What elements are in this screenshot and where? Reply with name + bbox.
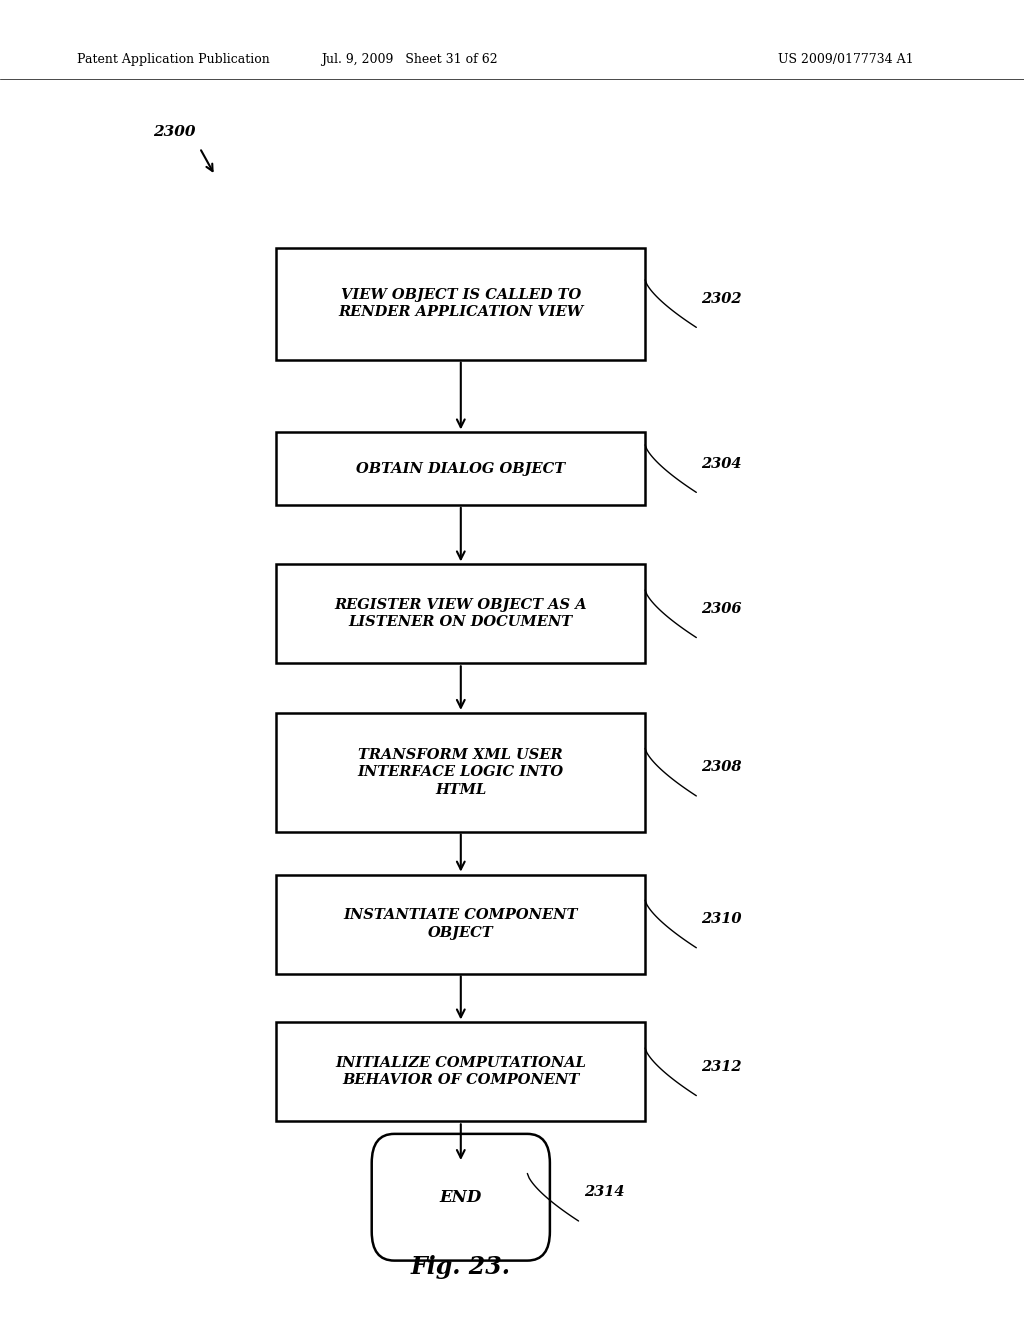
Text: 2312: 2312	[701, 1060, 742, 1074]
Text: VIEW OBJECT IS CALLED TO
RENDER APPLICATION VIEW: VIEW OBJECT IS CALLED TO RENDER APPLICAT…	[338, 288, 584, 319]
FancyBboxPatch shape	[276, 565, 645, 663]
Text: 2314: 2314	[584, 1185, 625, 1200]
FancyBboxPatch shape	[276, 874, 645, 974]
Text: REGISTER VIEW OBJECT AS A
LISTENER ON DOCUMENT: REGISTER VIEW OBJECT AS A LISTENER ON DO…	[335, 598, 587, 630]
Text: Jul. 9, 2009   Sheet 31 of 62: Jul. 9, 2009 Sheet 31 of 62	[322, 53, 498, 66]
Text: 2302: 2302	[701, 292, 742, 306]
Text: 2310: 2310	[701, 912, 742, 927]
Text: INSTANTIATE COMPONENT
OBJECT: INSTANTIATE COMPONENT OBJECT	[344, 908, 578, 940]
Text: 2304: 2304	[701, 457, 742, 471]
FancyBboxPatch shape	[276, 248, 645, 359]
Text: 2306: 2306	[701, 602, 742, 616]
FancyBboxPatch shape	[276, 713, 645, 832]
FancyBboxPatch shape	[276, 432, 645, 504]
FancyBboxPatch shape	[276, 1022, 645, 1122]
Text: END: END	[439, 1189, 482, 1205]
Text: TRANSFORM XML USER
INTERFACE LOGIC INTO
HTML: TRANSFORM XML USER INTERFACE LOGIC INTO …	[357, 748, 564, 796]
Text: 2308: 2308	[701, 760, 742, 775]
FancyBboxPatch shape	[372, 1134, 550, 1261]
Text: 2300: 2300	[153, 125, 196, 139]
Text: US 2009/0177734 A1: US 2009/0177734 A1	[778, 53, 913, 66]
Text: OBTAIN DIALOG OBJECT: OBTAIN DIALOG OBJECT	[356, 462, 565, 475]
Text: Patent Application Publication: Patent Application Publication	[77, 53, 269, 66]
Text: INITIALIZE COMPUTATIONAL
BEHAVIOR OF COMPONENT: INITIALIZE COMPUTATIONAL BEHAVIOR OF COM…	[336, 1056, 586, 1088]
Text: Fig. 23.: Fig. 23.	[411, 1255, 511, 1279]
